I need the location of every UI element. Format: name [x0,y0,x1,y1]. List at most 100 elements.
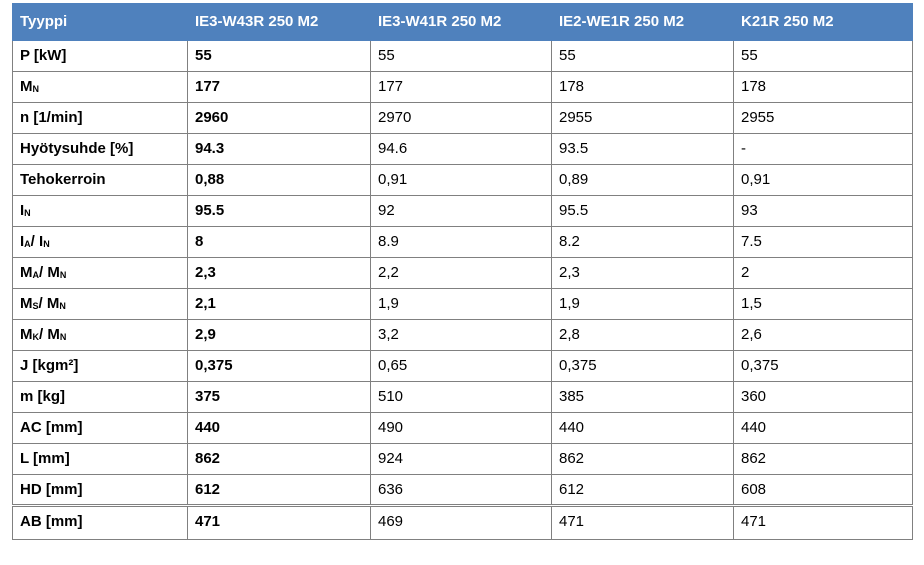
value-cell: 471 [733,504,913,540]
row-label: Tehokerroin [12,164,188,196]
header-cell: IE3-W43R 250 M2 [187,3,371,41]
row-label: MK/ MN [12,319,188,351]
value-cell: 2955 [551,102,734,134]
value-cell: 2,9 [187,319,371,351]
row-label: n [1/min] [12,102,188,134]
value-cell: 2,6 [733,319,913,351]
table-row: Tehokerroin 0,88 0,91 0,89 0,91 [12,164,913,196]
value-cell: - [733,133,913,165]
value-cell: 0,91 [370,164,552,196]
label-subscript: S [32,301,39,311]
value-cell: 2,3 [551,257,734,289]
row-label: AB [mm] [12,504,188,540]
header-cell: IE3-W41R 250 M2 [370,3,552,41]
value-cell: 0,89 [551,164,734,196]
value-cell: 55 [370,40,552,72]
value-cell: 7.5 [733,226,913,258]
value-cell: 924 [370,443,552,475]
table-row: J [kgm²] 0,375 0,65 0,375 0,375 [12,350,913,382]
label-text: L [mm] [20,450,70,467]
value-cell: 0,91 [733,164,913,196]
row-label: IN [12,195,188,227]
value-cell: 8 [187,226,371,258]
row-label: Hyötysuhde [%] [12,133,188,165]
row-label: IA/ IN [12,226,188,258]
row-label: HD [mm] [12,474,188,506]
value-cell: 178 [733,71,913,103]
value-cell: 2960 [187,102,371,134]
value-cell: 0,88 [187,164,371,196]
row-label: AC [mm] [12,412,188,444]
value-cell: 385 [551,381,734,413]
row-label: m [kg] [12,381,188,413]
table-row: n [1/min] 2960 2970 2955 2955 [12,102,913,134]
value-cell: 0,65 [370,350,552,382]
label-text: / M [38,295,60,312]
value-cell: 0,375 [733,350,913,382]
value-cell: 93 [733,195,913,227]
label-subscript: N [59,332,67,342]
table-row: L [mm] 862 924 862 862 [12,443,913,475]
label-subscript: N [43,239,50,249]
value-cell: 93.5 [551,133,734,165]
header-row: Tyyppi IE3-W43R 250 M2 IE3-W41R 250 M2 IE2-… [12,3,913,41]
table-row: m [kg] 375 510 385 360 [12,381,913,413]
label-text: J [kgm²] [20,357,79,374]
value-cell: 440 [551,412,734,444]
header-cell: IE2-WE1R 250 M2 [551,3,734,41]
value-cell: 94.6 [370,133,552,165]
value-cell: 612 [187,474,371,506]
value-cell: 55 [187,40,371,72]
label-text: I [20,202,25,219]
label-text: M [20,326,33,343]
label-subscript: N [59,301,66,311]
label-subscript: N [32,84,40,94]
value-cell: 510 [370,381,552,413]
table-row: MS/ MN 2,1 1,9 1,9 1,5 [12,288,913,320]
label-subscript: K [32,332,40,342]
value-cell: 178 [551,71,734,103]
value-cell: 608 [733,474,913,506]
label-text: Tehokerroin [20,171,106,188]
value-cell: 1,9 [551,288,734,320]
label-text: M [20,78,33,95]
table-row: Hyötysuhde [%] 94.3 94.6 93.5- [12,133,913,165]
table-row: MK/ MN 2,9 3,2 2,8 2,6 [12,319,913,351]
label-subscript: N [24,208,31,218]
value-cell: 2955 [733,102,913,134]
table-row: IN 95.5 92 95.5 93 [12,195,913,227]
header-cell: K21R 250 M2 [733,3,913,41]
value-cell: 8.9 [370,226,552,258]
value-cell: 94.3 [187,133,371,165]
value-cell: 2970 [370,102,552,134]
value-cell: 612 [551,474,734,506]
label-subscript: N [59,270,67,280]
table-row: IA/ IN 8 8.9 8.2 7.5 [12,226,913,258]
table-row: AB [mm] 471 469 471 471 [12,504,913,540]
table-row: MA/ MN 2,3 2,2 2,3 2 [12,257,913,289]
value-cell: 55 [551,40,734,72]
table-row: HD [mm] 612 636 612 608 [12,474,913,506]
label-subscript: A [24,239,31,249]
value-cell: 2,2 [370,257,552,289]
value-cell: 440 [187,412,371,444]
value-cell: 3,2 [370,319,552,351]
table-row: AC [mm] 440 490 440 440 [12,412,913,444]
value-cell: 55 [733,40,913,72]
label-text: Hyötysuhde [%] [20,140,134,157]
label-subscript: A [32,270,40,280]
value-cell: 177 [187,71,371,103]
value-cell: 8.2 [551,226,734,258]
row-label: P [kW] [12,40,188,72]
spec-table: Tyyppi IE3-W43R 250 M2 IE3-W41R 250 M2 IE2-… [12,3,913,540]
value-cell: 0,375 [551,350,734,382]
label-text: n [1/min] [20,109,83,126]
label-text: / I [30,233,44,250]
value-cell: 2,3 [187,257,371,289]
value-cell: 177 [370,71,552,103]
value-cell: 95.5 [551,195,734,227]
value-cell: 375 [187,381,371,413]
table-row: P [kW] 55 55 55 55 [12,40,913,72]
value-cell: 471 [187,504,371,540]
